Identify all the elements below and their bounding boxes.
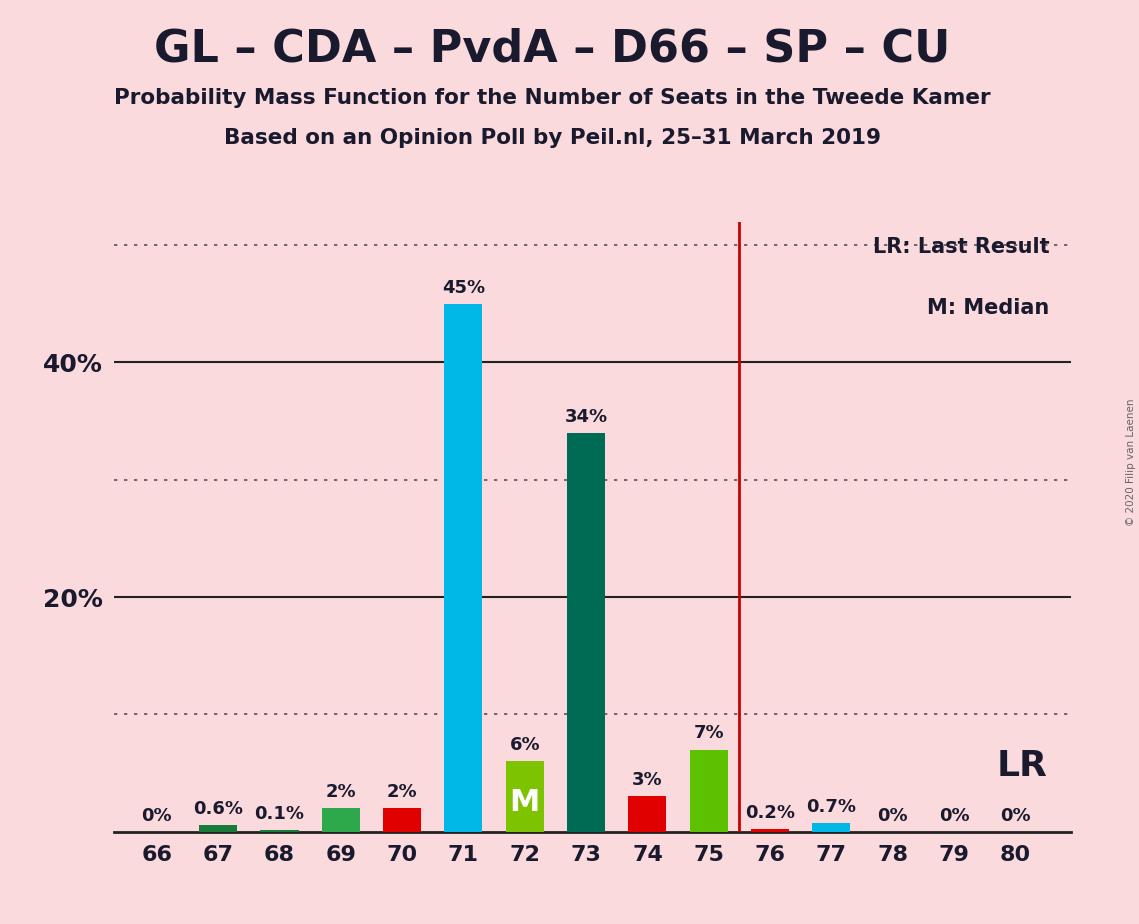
Text: 0.1%: 0.1% bbox=[254, 806, 304, 823]
Text: 2%: 2% bbox=[387, 784, 418, 801]
Bar bbox=[629, 796, 666, 832]
Text: M: Median: M: Median bbox=[927, 298, 1050, 318]
Bar bbox=[383, 808, 421, 832]
Text: 6%: 6% bbox=[509, 736, 540, 754]
Text: 45%: 45% bbox=[442, 279, 485, 297]
Bar bbox=[567, 432, 605, 832]
Bar bbox=[506, 761, 543, 832]
Text: 3%: 3% bbox=[632, 772, 663, 789]
Bar bbox=[444, 304, 483, 832]
Text: 0.7%: 0.7% bbox=[806, 798, 857, 817]
Text: 0%: 0% bbox=[141, 807, 172, 824]
Bar bbox=[690, 749, 728, 832]
Text: 0.6%: 0.6% bbox=[194, 799, 243, 818]
Text: © 2020 Filip van Laenen: © 2020 Filip van Laenen bbox=[1126, 398, 1136, 526]
Text: 0.2%: 0.2% bbox=[745, 804, 795, 822]
Text: Probability Mass Function for the Number of Seats in the Tweede Kamer: Probability Mass Function for the Number… bbox=[114, 88, 991, 108]
Text: LR: LR bbox=[997, 748, 1048, 783]
Text: 2%: 2% bbox=[326, 784, 357, 801]
Bar bbox=[199, 824, 237, 832]
Text: LR: Last Result: LR: Last Result bbox=[872, 237, 1050, 257]
Text: 0%: 0% bbox=[939, 807, 969, 824]
Bar bbox=[751, 829, 789, 832]
Text: 7%: 7% bbox=[694, 724, 724, 743]
Text: 34%: 34% bbox=[565, 407, 608, 426]
Text: GL – CDA – PvdA – D66 – SP – CU: GL – CDA – PvdA – D66 – SP – CU bbox=[154, 28, 951, 71]
Bar bbox=[322, 808, 360, 832]
Text: M: M bbox=[509, 787, 540, 817]
Text: Based on an Opinion Poll by Peil.nl, 25–31 March 2019: Based on an Opinion Poll by Peil.nl, 25–… bbox=[224, 128, 880, 148]
Bar bbox=[261, 831, 298, 832]
Bar bbox=[812, 823, 851, 832]
Text: 0%: 0% bbox=[877, 807, 908, 824]
Text: 0%: 0% bbox=[1000, 807, 1031, 824]
